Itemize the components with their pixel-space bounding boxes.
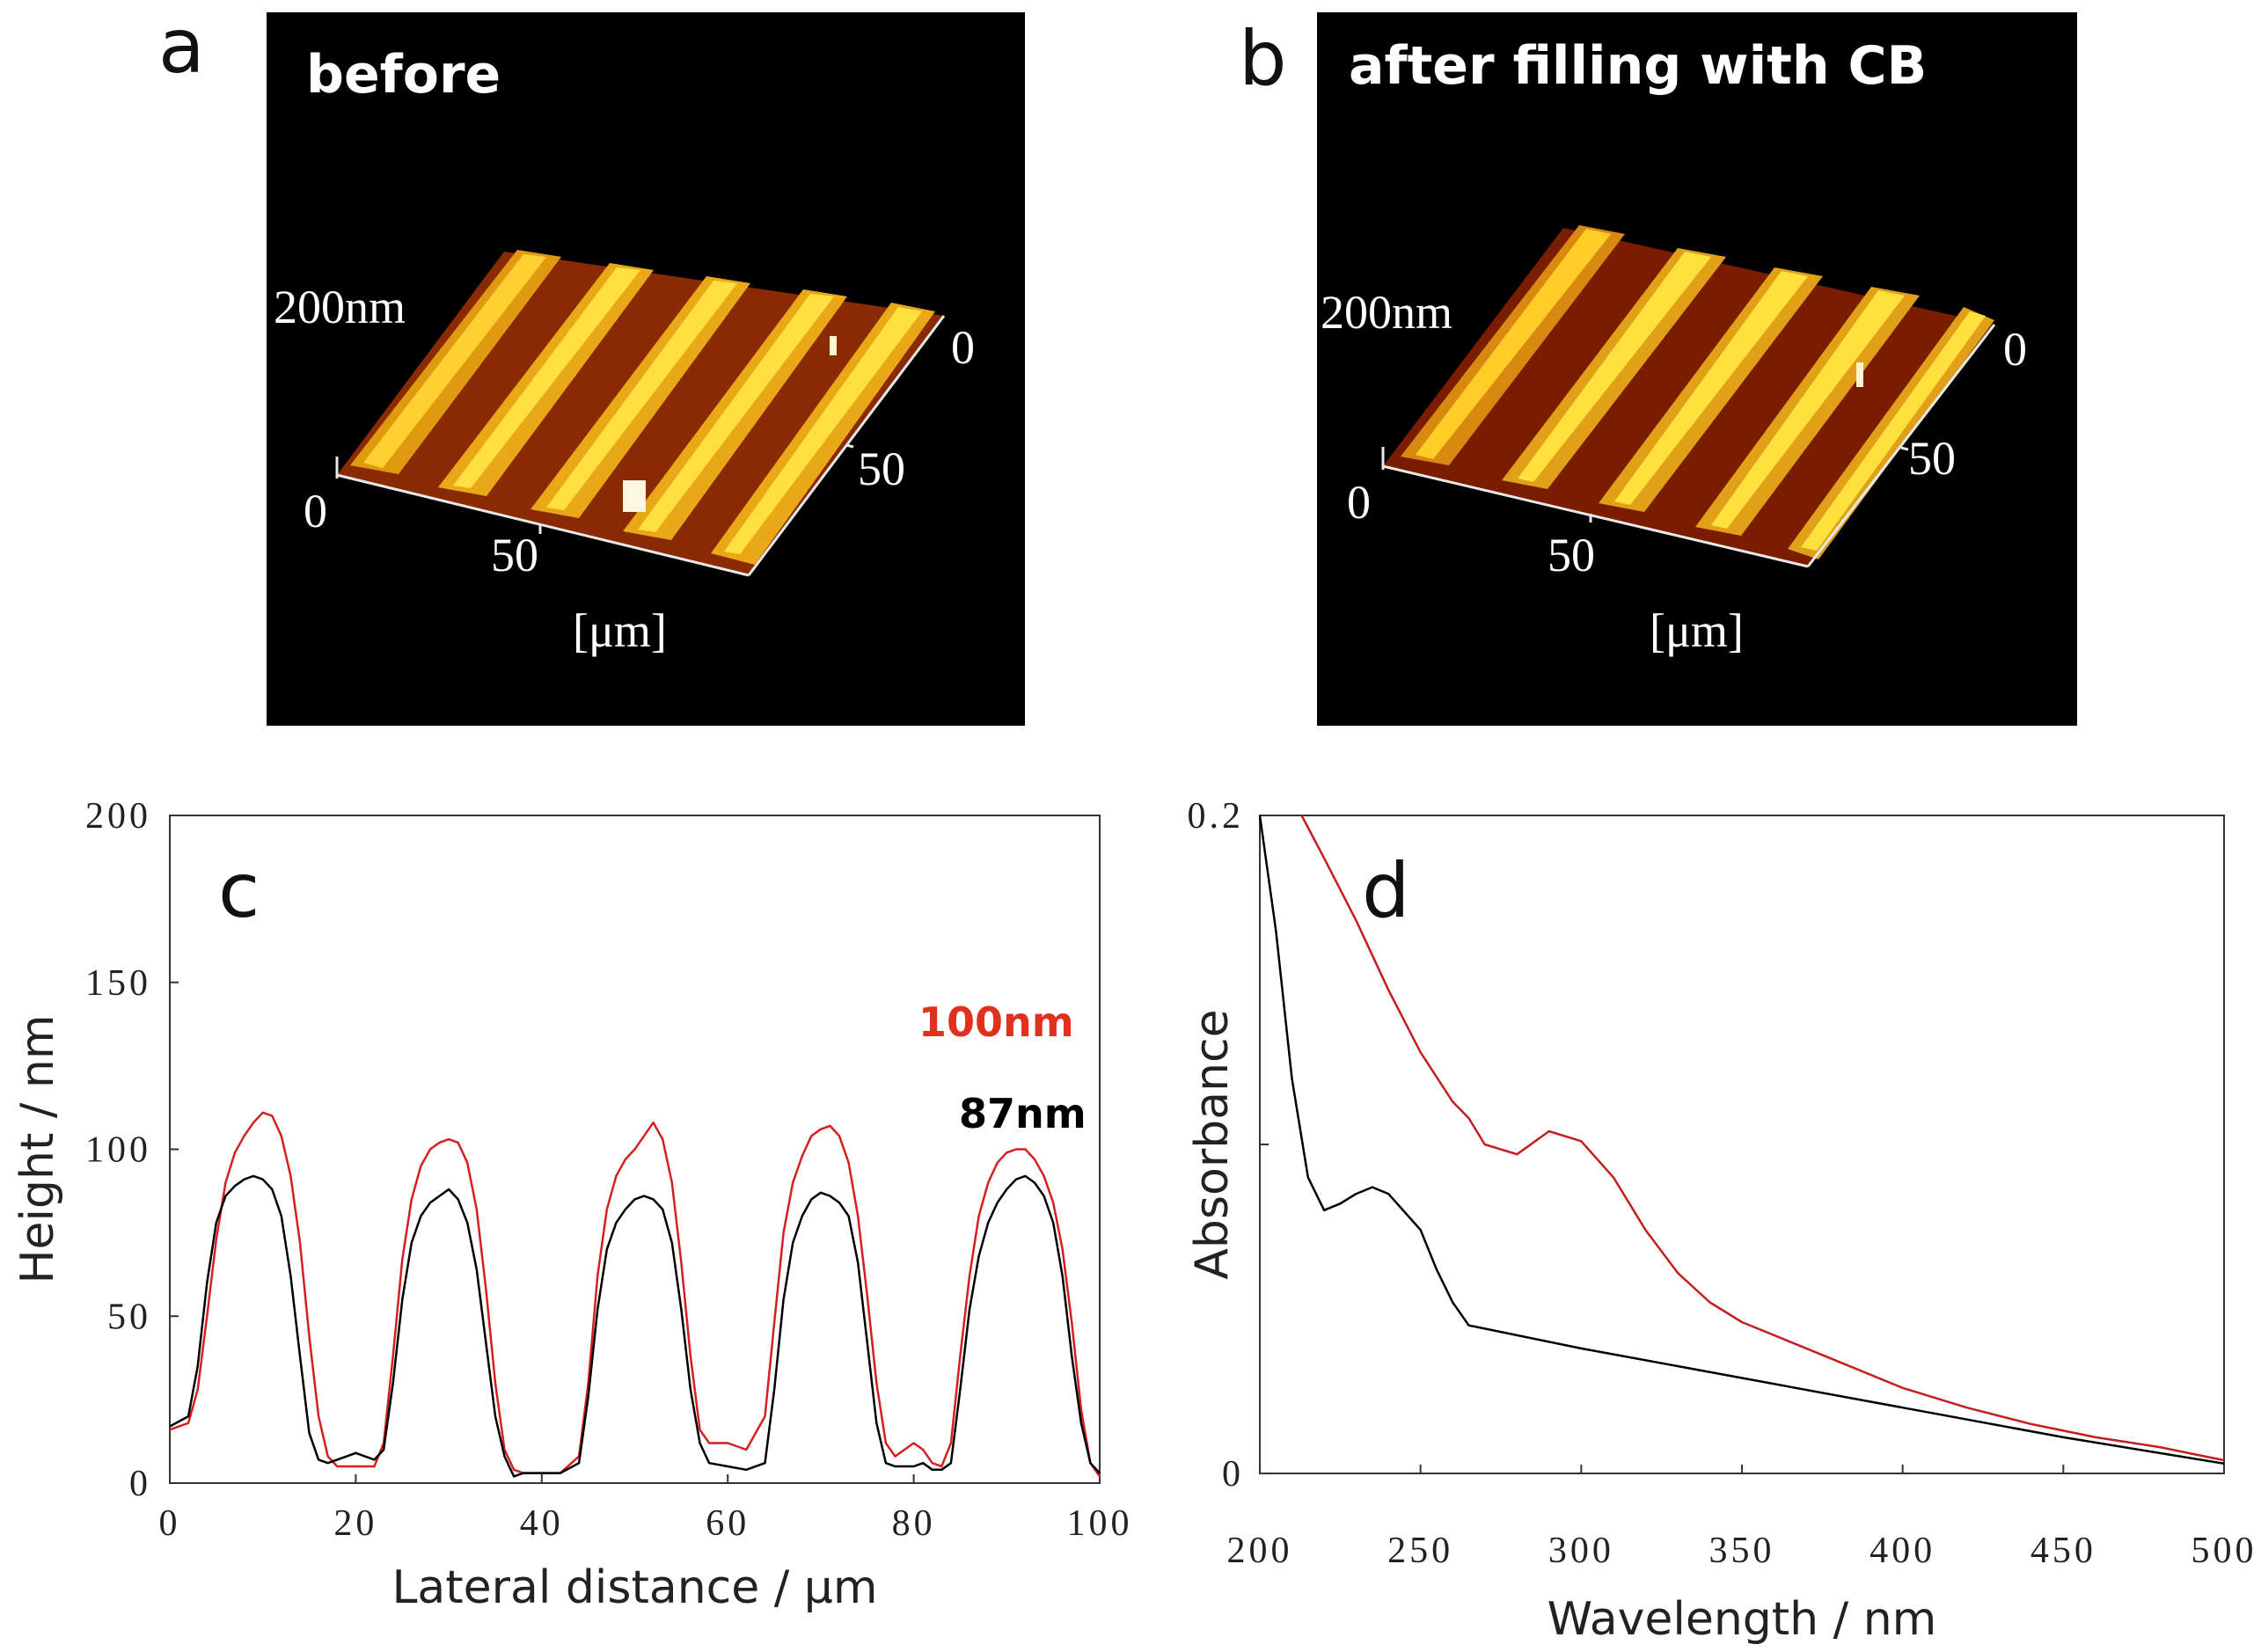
afm-surface-before — [335, 250, 946, 577]
y-tick-label: 150 — [85, 963, 151, 1004]
y-tick-label: 0 — [1222, 1454, 1244, 1495]
x-tick-label: 0 — [159, 1503, 181, 1544]
panel-letter-c: c — [218, 847, 260, 935]
afm-axis-y — [1806, 324, 1996, 567]
panel-letter-d: d — [1362, 847, 1410, 935]
annotation-100nm: 100nm — [918, 998, 1074, 1046]
x-tick-label: 80 — [892, 1503, 936, 1544]
afm-surface-after — [1381, 225, 1996, 568]
x-tick-label: 250 — [1387, 1531, 1453, 1571]
x-tick-label: 60 — [706, 1503, 750, 1544]
afm-title-before: before — [306, 44, 501, 106]
annotation-87nm: 87nm — [959, 1090, 1087, 1137]
x-axis-label: Wavelength / nm — [1548, 1593, 1937, 1646]
afm-ridges — [1401, 225, 1994, 559]
afm-y-tick-0-before: 0 — [951, 321, 975, 374]
afm-x-tick-50-after: 50 — [1548, 529, 1595, 581]
y-tick-label: 50 — [107, 1297, 151, 1337]
afm-title-after: after filling with CB — [1349, 35, 1928, 97]
afm-origin-label-after: 0 — [1347, 476, 1371, 529]
x-tick-label: 100 — [1067, 1503, 1133, 1544]
y-axis-label: Height / nm — [11, 1014, 64, 1283]
afm-axis-x — [336, 473, 750, 577]
x-tick-label: 300 — [1548, 1531, 1614, 1571]
x-tick-label: 350 — [1709, 1531, 1775, 1571]
y-tick-label: 100 — [85, 1130, 151, 1171]
y-tick-label: 0 — [129, 1464, 151, 1504]
afm-image-after: after filling with CB 200nm 0 50 0 50 [μ… — [1317, 12, 2077, 726]
afm-ridges — [350, 250, 935, 565]
series-line-before — [1258, 815, 2225, 1466]
afm-y-tick-0-after: 0 — [2003, 323, 2027, 376]
afm-y-tick-50-after: 50 — [1908, 432, 1956, 485]
x-axis-label: Lateral distance / μm — [391, 1561, 877, 1614]
x-tick-label: 400 — [1870, 1531, 1935, 1571]
x-tick-label: 20 — [333, 1503, 377, 1544]
panel-letter-a: a — [158, 3, 205, 91]
series-line-before — [169, 1174, 1101, 1478]
afm-axis-x — [1382, 464, 1809, 568]
x-tick-label: 450 — [2031, 1531, 2096, 1571]
y-tick-label: 0.2 — [1188, 796, 1245, 837]
afm-z-label-after: 200nm — [1321, 286, 1453, 339]
afm-unit-label-after: [μm] — [1650, 604, 1744, 657]
series-line-after-filling-with-cb — [169, 1111, 1101, 1478]
afm-z-label-before: 200nm — [274, 281, 406, 333]
afm-image-before: before 200nm 0 50 0 50 [μm] — [267, 12, 1025, 726]
panel-letter-b: b — [1239, 15, 1287, 103]
y-axis-label: Absorbance — [1186, 1009, 1239, 1279]
afm-unit-label-before: [μm] — [573, 604, 667, 657]
afm-origin-label-before: 0 — [304, 485, 327, 537]
x-tick-label: 500 — [2191, 1531, 2257, 1571]
afm-y-tick-50-before: 50 — [858, 442, 905, 495]
x-tick-label: 40 — [520, 1503, 564, 1544]
series-line-after-filling-with-cb — [1300, 815, 2225, 1462]
x-tick-label: 200 — [1227, 1531, 1293, 1571]
y-tick-label: 200 — [85, 796, 151, 837]
afm-x-tick-50-before: 50 — [491, 529, 538, 581]
